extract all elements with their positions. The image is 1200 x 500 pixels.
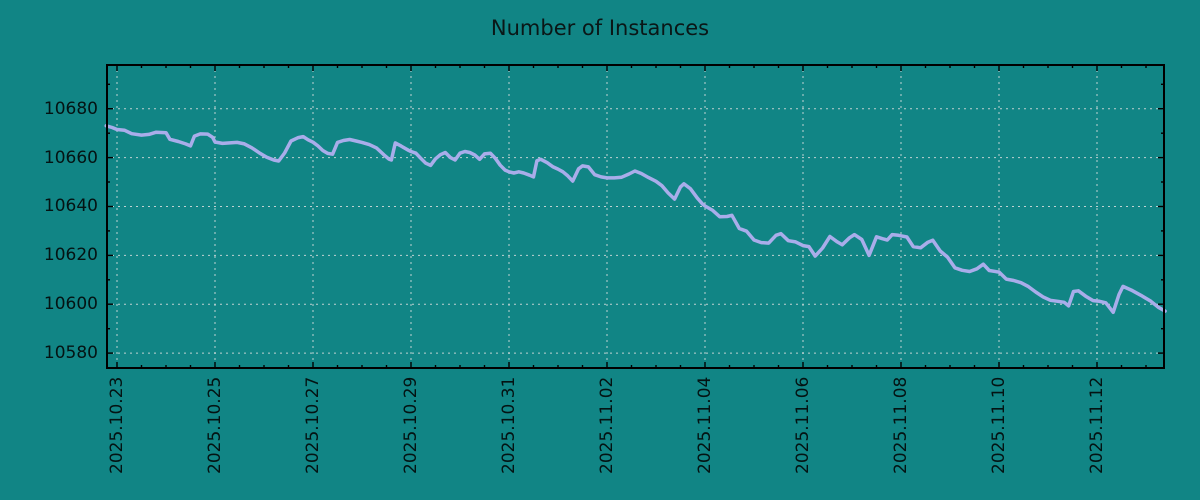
- x-tick-label: 2025.11.10: [989, 376, 1009, 474]
- y-tick-label: 10600: [43, 294, 98, 314]
- y-tick-label: 10580: [43, 343, 98, 363]
- x-tick-label: 2025.11.12: [1087, 376, 1107, 474]
- y-tick-label: 10660: [43, 148, 98, 168]
- y-tick-label: 10640: [43, 196, 98, 216]
- x-tick-label: 2025.10.23: [107, 376, 127, 474]
- instances-series-line: [104, 124, 1167, 315]
- axis-ticks: [106, 64, 1165, 369]
- x-tick-label: 2025.11.02: [597, 376, 617, 474]
- x-tick-label: 2025.10.27: [303, 376, 323, 474]
- x-tick-label: 2025.10.25: [205, 376, 225, 474]
- plot-canvas: [104, 64, 1167, 369]
- x-tick-label: 2025.10.29: [401, 376, 421, 474]
- plot-border: [106, 64, 1165, 369]
- y-tick-label: 10620: [43, 245, 98, 265]
- x-tick-label: 2025.11.04: [695, 376, 715, 474]
- x-tick-label: 2025.10.31: [499, 376, 519, 474]
- gridlines: [106, 64, 1165, 369]
- plot-area: [104, 64, 1167, 369]
- y-tick-label: 10680: [43, 99, 98, 119]
- x-tick-label: 2025.11.06: [793, 376, 813, 474]
- x-tick-label: 2025.11.08: [891, 376, 911, 474]
- chart-title: Number of Instances: [490, 16, 710, 40]
